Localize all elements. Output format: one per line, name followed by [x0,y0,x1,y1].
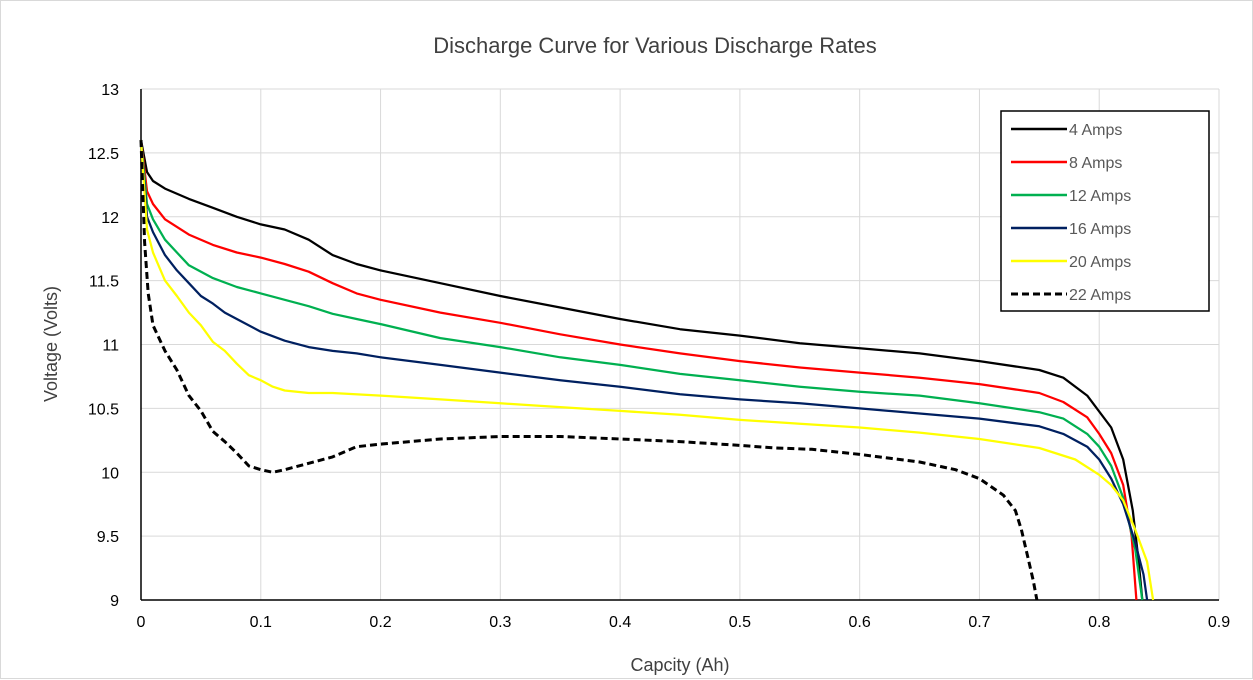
y-tick-label: 10 [101,465,119,482]
x-tick-label: 0.1 [250,614,272,631]
y-tick-label: 9 [110,593,119,610]
legend-label: 4 Amps [1069,122,1122,139]
legend-label: 12 Amps [1069,188,1131,205]
y-tick-label: 13 [101,82,119,99]
y-tick-label: 11 [102,338,119,355]
legend-label: 22 Amps [1069,287,1131,304]
x-tick-label: 0.6 [849,614,871,631]
x-tick-label: 0.9 [1208,614,1230,631]
x-tick-label: 0.4 [609,614,631,631]
legend: 4 Amps 8 Amps 12 Amps 16 Amps 20 Amps 22 Amps [1000,110,1210,312]
series-line-5 [139,140,1155,601]
series-line-4 [139,140,1149,601]
legend-label: 20 Amps [1069,254,1131,271]
series-line-2 [139,139,1138,601]
x-tick-label: 0.2 [369,614,391,631]
y-tick-label: 9.5 [97,529,119,546]
legend-label: 16 Amps [1069,221,1131,238]
x-tick-label: 0.5 [729,614,751,631]
x-tick-label: 0.7 [968,614,990,631]
legend-box [1000,110,1210,312]
x-tick-label: 0.8 [1088,614,1110,631]
series-layer [139,139,1155,601]
series-line-1 [139,139,1144,601]
legend-label: 8 Amps [1069,155,1122,172]
y-tick-label: 11.5 [89,274,119,291]
y-tick-label: 12 [101,210,119,227]
x-tick-label: 0.3 [489,614,511,631]
x-axis-label: Capcity (Ah) [630,655,729,675]
y-axis-label: Voltage (Volts) [41,286,61,402]
tick-labels: 0 0.1 0.2 0.3 0.4 0.5 0.6 0.7 0.8 0.9 9 9.5 10 10.5 11… [88,82,1230,631]
series-line-6 [139,140,1039,601]
chart-title: Discharge Curve for Various Discharge Ra… [433,33,876,58]
y-tick-label: 10.5 [88,401,119,418]
y-tick-label: 12.5 [88,146,119,163]
x-tick-label: 0 [137,614,146,631]
series-line-3 [139,139,1144,601]
